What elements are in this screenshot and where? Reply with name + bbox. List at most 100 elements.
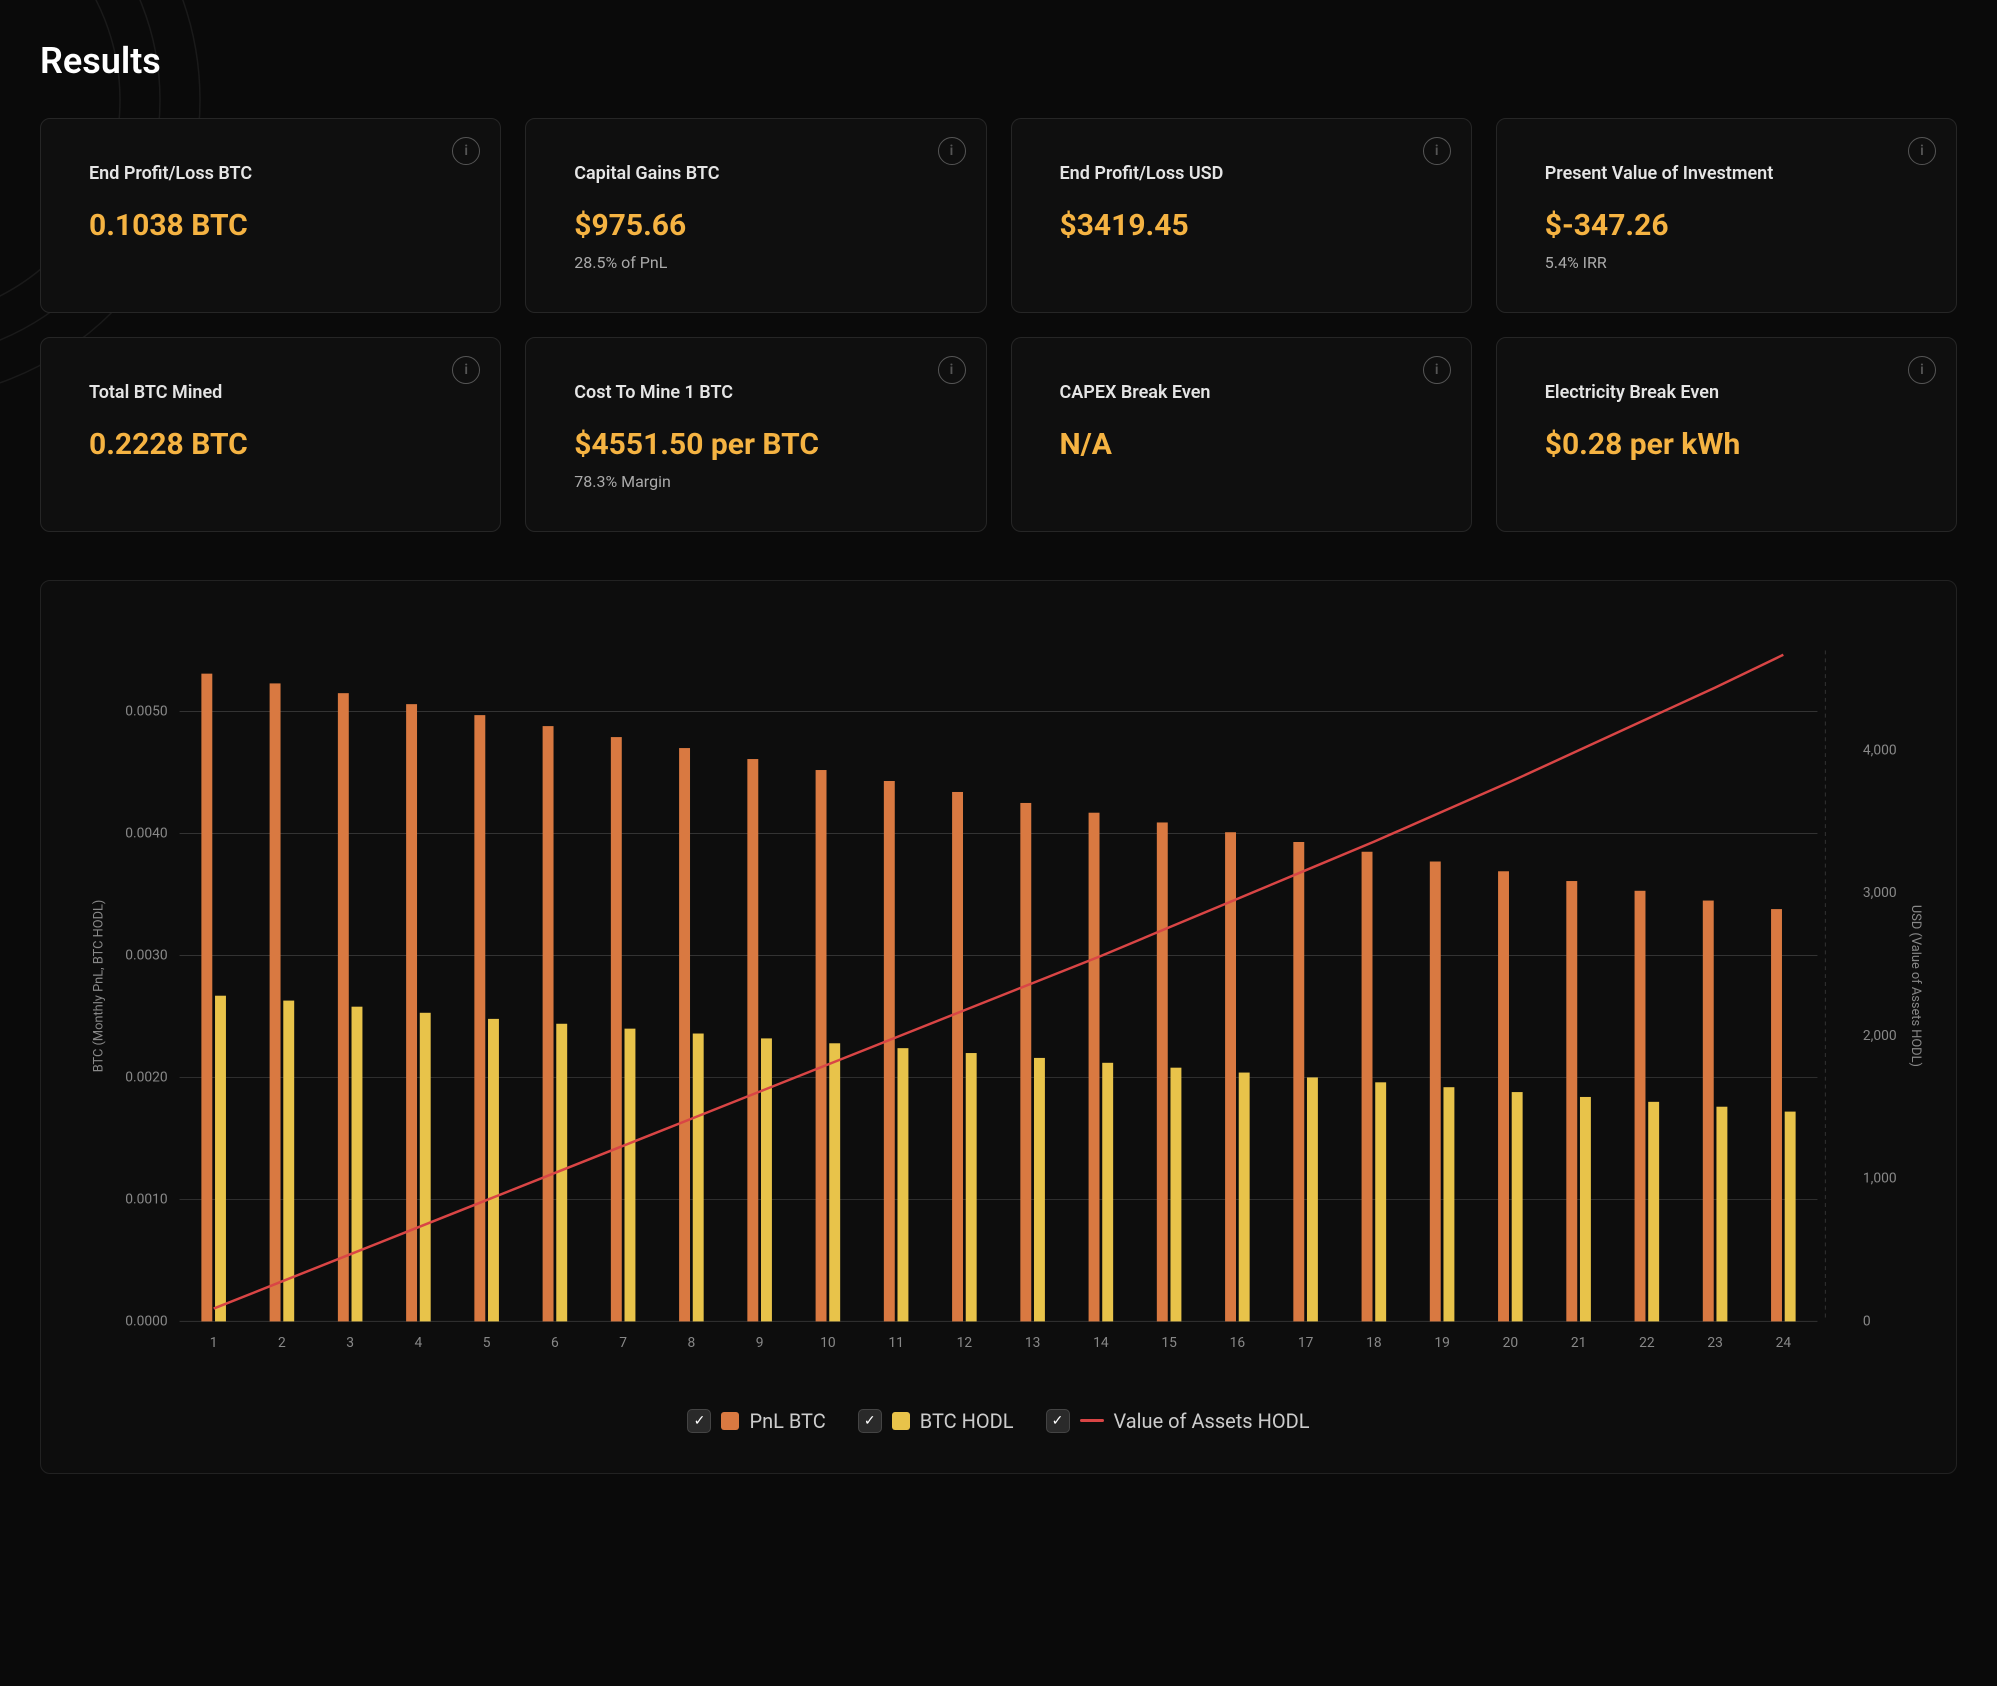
x-tick: 15 bbox=[1161, 1335, 1177, 1351]
x-tick: 16 bbox=[1230, 1335, 1246, 1351]
card-value: $-347.26 bbox=[1545, 208, 1908, 243]
y-left-tick: 0.0050 bbox=[125, 703, 167, 719]
bar-btc-hodl bbox=[625, 1029, 636, 1322]
card-label: Total BTC Mined bbox=[89, 382, 452, 403]
x-tick: 6 bbox=[551, 1335, 559, 1351]
bar-pnl-btc bbox=[1225, 832, 1236, 1321]
bar-btc-hodl bbox=[352, 1007, 363, 1322]
bar-btc-hodl bbox=[215, 996, 226, 1322]
card-value: $0.28 per kWh bbox=[1545, 427, 1908, 462]
y-right-tick: 3,000 bbox=[1863, 885, 1897, 901]
bar-pnl-btc bbox=[270, 683, 281, 1321]
chart-svg: 0.00000.00100.00200.00300.00400.005001,0… bbox=[71, 611, 1926, 1381]
x-tick: 12 bbox=[957, 1335, 973, 1351]
bar-pnl-btc bbox=[747, 759, 758, 1321]
bar-pnl-btc bbox=[1362, 852, 1373, 1322]
bar-pnl-btc bbox=[952, 792, 963, 1321]
x-tick: 7 bbox=[619, 1335, 627, 1351]
info-icon[interactable]: i bbox=[1908, 137, 1936, 165]
card-value: 0.1038 BTC bbox=[89, 208, 452, 243]
info-icon[interactable]: i bbox=[452, 137, 480, 165]
result-card: i End Profit/Loss USD $3419.45 bbox=[1011, 118, 1472, 313]
bar-btc-hodl bbox=[693, 1034, 704, 1322]
x-tick: 24 bbox=[1776, 1335, 1792, 1351]
chart-area: 0.00000.00100.00200.00300.00400.005001,0… bbox=[71, 611, 1926, 1385]
bar-btc-hodl bbox=[897, 1048, 908, 1321]
legend-item: ✓BTC HODL bbox=[858, 1409, 1014, 1433]
bar-pnl-btc bbox=[816, 770, 827, 1321]
x-tick: 23 bbox=[1707, 1335, 1723, 1351]
bar-pnl-btc bbox=[1089, 813, 1100, 1322]
x-tick: 22 bbox=[1639, 1335, 1655, 1351]
bar-pnl-btc bbox=[1157, 822, 1168, 1321]
card-subtext: 78.3% Margin bbox=[574, 472, 937, 491]
bar-btc-hodl bbox=[488, 1019, 499, 1322]
x-tick: 5 bbox=[483, 1335, 491, 1351]
info-icon[interactable]: i bbox=[452, 356, 480, 384]
info-icon[interactable]: i bbox=[1908, 356, 1936, 384]
card-subtext: 5.4% IRR bbox=[1545, 253, 1908, 272]
bar-btc-hodl bbox=[1648, 1102, 1659, 1322]
card-value: $975.66 bbox=[574, 208, 937, 243]
legend-label: PnL BTC bbox=[749, 1409, 825, 1433]
card-subtext: 28.5% of PnL bbox=[574, 253, 937, 272]
y-right-tick: 2,000 bbox=[1863, 1028, 1897, 1044]
card-label: Present Value of Investment bbox=[1545, 163, 1908, 184]
line-value-hodl bbox=[214, 655, 1784, 1309]
bar-pnl-btc bbox=[1635, 891, 1646, 1322]
bar-btc-hodl bbox=[761, 1038, 772, 1321]
bar-btc-hodl bbox=[1375, 1082, 1386, 1321]
info-icon[interactable]: i bbox=[1423, 137, 1451, 165]
card-value: $4551.50 per BTC bbox=[574, 427, 937, 462]
legend-checkbox[interactable]: ✓ bbox=[1046, 1409, 1070, 1433]
y-right-tick: 4,000 bbox=[1863, 742, 1897, 758]
bar-btc-hodl bbox=[1716, 1107, 1727, 1322]
bar-pnl-btc bbox=[1566, 881, 1577, 1321]
y-right-label: USD (Value of Assets HODL) bbox=[1908, 905, 1923, 1067]
legend-checkbox[interactable]: ✓ bbox=[687, 1409, 711, 1433]
x-tick: 2 bbox=[278, 1335, 286, 1351]
bar-btc-hodl bbox=[966, 1053, 977, 1321]
x-tick: 18 bbox=[1366, 1335, 1382, 1351]
x-tick: 21 bbox=[1571, 1335, 1587, 1351]
bar-btc-hodl bbox=[1102, 1063, 1113, 1322]
y-left-tick: 0.0000 bbox=[125, 1313, 167, 1329]
result-card: i Total BTC Mined 0.2228 BTC bbox=[40, 337, 501, 532]
result-card: i End Profit/Loss BTC 0.1038 BTC bbox=[40, 118, 501, 313]
x-tick: 11 bbox=[888, 1335, 904, 1351]
x-tick: 19 bbox=[1434, 1335, 1450, 1351]
legend-item: ✓Value of Assets HODL bbox=[1046, 1409, 1310, 1433]
card-label: Electricity Break Even bbox=[1545, 382, 1908, 403]
info-icon[interactable]: i bbox=[938, 137, 966, 165]
bar-btc-hodl bbox=[1170, 1068, 1181, 1322]
card-value: 0.2228 BTC bbox=[89, 427, 452, 462]
legend-checkbox[interactable]: ✓ bbox=[858, 1409, 882, 1433]
bar-pnl-btc bbox=[338, 693, 349, 1321]
bar-btc-hodl bbox=[1580, 1097, 1591, 1321]
card-value: $3419.45 bbox=[1060, 208, 1423, 243]
x-tick: 10 bbox=[820, 1335, 836, 1351]
bar-pnl-btc bbox=[1703, 901, 1714, 1322]
y-left-tick: 0.0020 bbox=[125, 1069, 167, 1085]
bar-pnl-btc bbox=[1498, 871, 1509, 1321]
y-left-label: BTC (Monthly PnL, BTC HODL) bbox=[92, 900, 107, 1073]
legend-swatch bbox=[892, 1412, 910, 1430]
card-label: CAPEX Break Even bbox=[1060, 382, 1423, 403]
chart-legend: ✓ PnL BTC ✓BTC HODL ✓Value of Assets HODL bbox=[71, 1409, 1926, 1433]
card-label: End Profit/Loss USD bbox=[1060, 163, 1423, 184]
bar-btc-hodl bbox=[1034, 1058, 1045, 1322]
y-left-tick: 0.0030 bbox=[125, 947, 167, 963]
page-title: Results bbox=[40, 40, 1957, 82]
x-tick: 3 bbox=[346, 1335, 354, 1351]
y-right-tick: 0 bbox=[1863, 1313, 1871, 1329]
bar-btc-hodl bbox=[283, 1001, 294, 1322]
bar-pnl-btc bbox=[611, 737, 622, 1321]
info-icon[interactable]: i bbox=[1423, 356, 1451, 384]
result-card: i CAPEX Break Even N/A bbox=[1011, 337, 1472, 532]
x-tick: 17 bbox=[1298, 1335, 1314, 1351]
y-left-tick: 0.0010 bbox=[125, 1191, 167, 1207]
info-icon[interactable]: i bbox=[938, 356, 966, 384]
result-card: i Electricity Break Even $0.28 per kWh bbox=[1496, 337, 1957, 532]
legend-item: ✓ PnL BTC bbox=[687, 1409, 825, 1433]
legend-line-swatch bbox=[1080, 1419, 1104, 1422]
